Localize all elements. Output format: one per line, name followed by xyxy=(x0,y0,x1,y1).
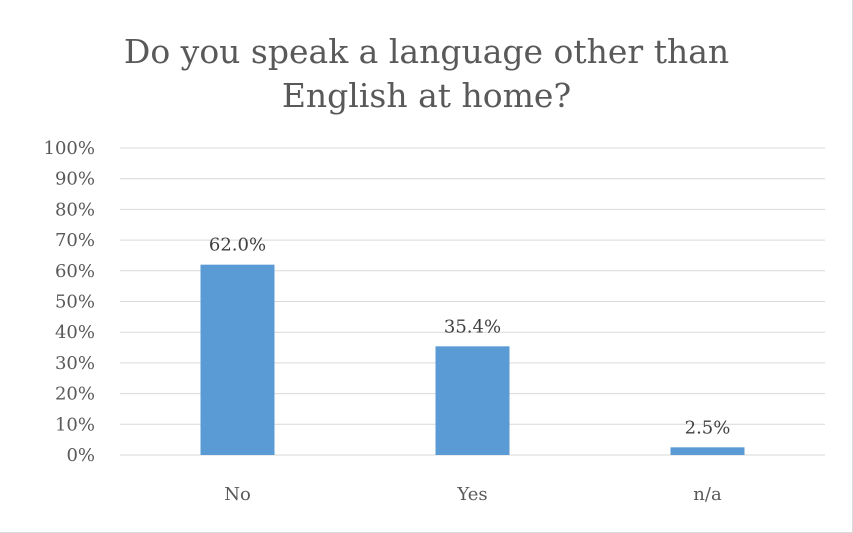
bar-n-a xyxy=(670,447,745,455)
chart-title: Do you speak a language other than Engli… xyxy=(123,32,730,115)
x-category-label: n/a xyxy=(693,484,722,505)
y-tick-label: 50% xyxy=(55,292,95,313)
data-label: 2.5% xyxy=(685,417,731,438)
y-tick-label: 30% xyxy=(55,353,95,374)
y-tick-label: 60% xyxy=(55,261,95,282)
y-tick-label: 10% xyxy=(55,414,95,435)
y-tick-label: 70% xyxy=(55,230,95,251)
y-tick-label: 0% xyxy=(66,445,95,466)
x-category-label: Yes xyxy=(456,484,487,505)
data-label: 62.0% xyxy=(209,235,266,256)
y-tick-label: 80% xyxy=(55,199,95,220)
y-tick-label: 100% xyxy=(44,138,95,159)
data-label: 35.4% xyxy=(444,316,501,337)
y-tick-label: 90% xyxy=(55,169,95,190)
bar-yes xyxy=(435,346,510,455)
y-tick-label: 20% xyxy=(55,384,95,405)
bar-no xyxy=(200,264,275,455)
y-tick-label: 40% xyxy=(55,322,95,343)
x-category-label: No xyxy=(224,484,251,505)
